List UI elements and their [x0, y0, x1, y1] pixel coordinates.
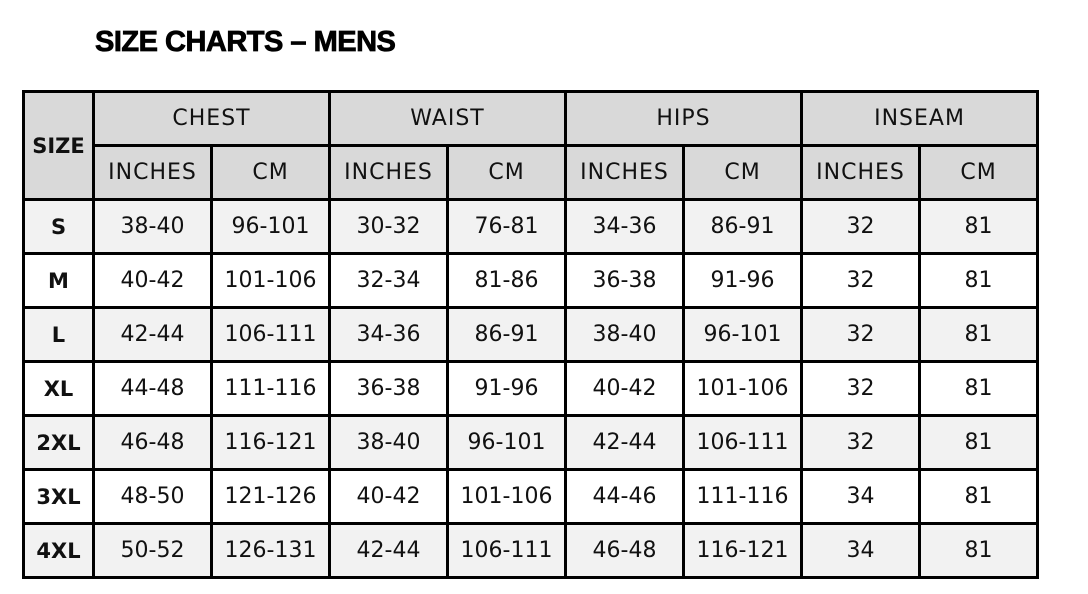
table-cell: 42-44 — [92, 306, 213, 363]
unit-header: INCHES — [564, 144, 685, 201]
table-cell: 40-42 — [328, 468, 449, 525]
size-cell: 2XL — [22, 414, 95, 471]
group-header-chest: CHEST — [92, 90, 331, 147]
table-cell: 32 — [800, 306, 921, 363]
table-cell: 96-101 — [682, 306, 803, 363]
unit-header: INCHES — [92, 144, 213, 201]
table-cell: 81 — [918, 414, 1039, 471]
table-cell: 101-106 — [210, 252, 331, 309]
table-cell: 32 — [800, 360, 921, 417]
table-row: L 42-44 106-111 34-36 86-91 38-40 96-101 32 81 — [22, 306, 1039, 363]
size-cell: 3XL — [22, 468, 95, 525]
table-row: 3XL 48-50 121-126 40-42 101-106 44-46 111-116 3… — [22, 468, 1039, 525]
group-header-inseam: INSEAM — [800, 90, 1039, 147]
table-cell: 116-121 — [682, 522, 803, 579]
table-cell: 96-101 — [446, 414, 567, 471]
group-header-row: SIZE CHEST WAIST HIPS INSEAM — [22, 90, 1039, 201]
size-cell: M — [22, 252, 95, 309]
table-cell: 38-40 — [328, 414, 449, 471]
page-title: SIZE CHARTS – MENS — [95, 26, 397, 59]
table-cell: 81 — [918, 360, 1039, 417]
size-chart-table: SIZE CHEST WAIST HIPS INSEAM INCHES CM INC… — [22, 90, 1039, 579]
table-cell: 81 — [918, 198, 1039, 255]
table-cell: 34-36 — [564, 198, 685, 255]
table-cell: 42-44 — [328, 522, 449, 579]
table-cell: 46-48 — [564, 522, 685, 579]
table-cell: 40-42 — [92, 252, 213, 309]
table-cell: 126-131 — [210, 522, 331, 579]
table-row: S 38-40 96-101 30-32 76-81 34-36 86-91 32 81 — [22, 198, 1039, 255]
table-cell: 86-91 — [682, 198, 803, 255]
group-header-hips: HIPS — [564, 90, 803, 147]
unit-header-row: INCHES CM INCHES CM INCHES CM INCHES CM — [24, 144, 1039, 201]
size-cell: S — [22, 198, 95, 255]
table-cell: 36-38 — [328, 360, 449, 417]
table-cell: 81 — [918, 522, 1039, 579]
size-cell: L — [22, 306, 95, 363]
table-cell: 106-111 — [682, 414, 803, 471]
table-cell: 111-116 — [210, 360, 331, 417]
unit-header: CM — [210, 144, 331, 201]
unit-header: INCHES — [328, 144, 449, 201]
table-cell: 34 — [800, 468, 921, 525]
table-cell: 48-50 — [92, 468, 213, 525]
size-cell: 4XL — [22, 522, 95, 579]
table-row: 2XL 46-48 116-121 38-40 96-101 42-44 106-111 32… — [22, 414, 1039, 471]
table-cell: 91-96 — [446, 360, 567, 417]
group-header-waist: WAIST — [328, 90, 567, 147]
unit-header: CM — [446, 144, 567, 201]
table-cell: 91-96 — [682, 252, 803, 309]
table-cell: 40-42 — [564, 360, 685, 417]
unit-header: CM — [918, 144, 1039, 201]
table-cell: 44-48 — [92, 360, 213, 417]
size-cell: XL — [22, 360, 95, 417]
unit-header: INCHES — [800, 144, 921, 201]
table-cell: 86-91 — [446, 306, 567, 363]
size-header: SIZE — [22, 90, 95, 201]
table-cell: 121-126 — [210, 468, 331, 525]
table-row: 4XL 50-52 126-131 42-44 106-111 46-48 116-121 3… — [22, 522, 1039, 579]
table-cell: 38-40 — [564, 306, 685, 363]
table-cell: 81 — [918, 468, 1039, 525]
table-cell: 106-111 — [210, 306, 331, 363]
table-cell: 32-34 — [328, 252, 449, 309]
unit-header: CM — [682, 144, 803, 201]
table-row: M 40-42 101-106 32-34 81-86 36-38 91-96 32 81 — [22, 252, 1039, 309]
table-cell: 34-36 — [328, 306, 449, 363]
table-cell: 111-116 — [682, 468, 803, 525]
table-cell: 106-111 — [446, 522, 567, 579]
table-cell: 36-38 — [564, 252, 685, 309]
table-cell: 34 — [800, 522, 921, 579]
table-row: XL 44-48 111-116 36-38 91-96 40-42 101-106 32 81 — [22, 360, 1039, 417]
table-cell: 50-52 — [92, 522, 213, 579]
table-cell: 42-44 — [564, 414, 685, 471]
table-cell: 44-46 — [564, 468, 685, 525]
table-cell: 81-86 — [446, 252, 567, 309]
table-cell: 38-40 — [92, 198, 213, 255]
table-cell: 32 — [800, 252, 921, 309]
table-cell: 101-106 — [446, 468, 567, 525]
table-cell: 101-106 — [682, 360, 803, 417]
table-body: S 38-40 96-101 30-32 76-81 34-36 86-91 32 81 M 40-… — [22, 198, 1039, 579]
table-cell: 81 — [918, 306, 1039, 363]
table-cell: 96-101 — [210, 198, 331, 255]
table-cell: 76-81 — [446, 198, 567, 255]
table-cell: 30-32 — [328, 198, 449, 255]
table-cell: 46-48 — [92, 414, 213, 471]
table-cell: 32 — [800, 198, 921, 255]
table-cell: 32 — [800, 414, 921, 471]
table-cell: 81 — [918, 252, 1039, 309]
table-cell: 116-121 — [210, 414, 331, 471]
